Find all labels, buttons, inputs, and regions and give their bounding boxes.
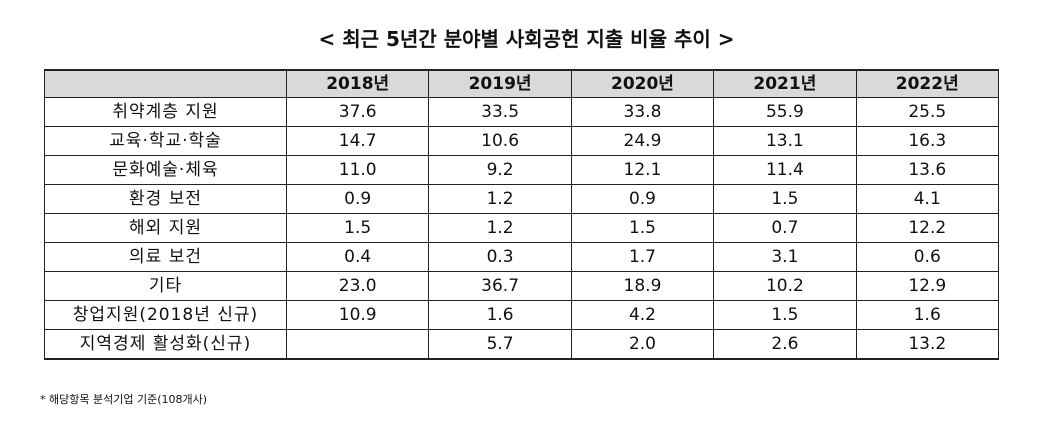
value-cell: 5.7 [428,329,572,360]
value-cell: 14.7 [285,126,430,156]
value-cell: 18.9 [570,271,715,301]
value-cell: 37.6 [285,97,430,127]
value-cell: 11.0 [285,155,430,185]
value-cell: 10.6 [428,126,572,156]
value-cell: 13.1 [713,126,857,156]
value-cell [285,329,430,360]
value-cell: 2.6 [713,329,857,360]
row-label: 문화예술·체육 [44,155,287,185]
row-label: 해외 지원 [44,213,287,243]
corner-cell [44,69,287,98]
row-label: 지역경제 활성화(신규) [44,329,287,360]
table-row: 지역경제 활성화(신규) 5.7 2.0 2.6 13.2 [44,329,999,360]
table-row: 취약계층 지원 37.6 33.5 33.8 55.9 25.5 [44,97,999,127]
value-cell: 1.5 [570,213,715,243]
value-cell: 24.9 [570,126,715,156]
value-cell: 25.5 [855,97,999,127]
table-row: 창업지원(2018년 신규) 10.9 1.6 4.2 1.5 1.6 [44,300,999,330]
value-cell: 1.7 [570,242,715,272]
value-cell: 4.2 [570,300,715,330]
value-cell: 12.1 [570,155,715,185]
value-cell: 0.9 [285,184,430,214]
value-cell: 0.9 [570,184,715,214]
value-cell: 4.1 [855,184,999,214]
footnote: * 해당항목 분석기업 기준(108개사) [40,393,208,406]
year-header: 2021년 [713,69,857,98]
value-cell: 1.6 [855,300,999,330]
value-cell: 9.2 [428,155,572,185]
value-cell: 11.4 [713,155,857,185]
value-cell: 0.6 [855,242,999,272]
table-row: 해외 지원 1.5 1.2 1.5 0.7 12.2 [44,213,999,243]
value-cell: 1.5 [713,184,857,214]
value-cell: 33.8 [570,97,715,127]
year-header: 2022년 [855,69,999,98]
value-cell: 1.2 [428,184,572,214]
row-label: 교육·학교·학술 [44,126,287,156]
value-cell: 0.7 [713,213,857,243]
value-cell: 12.9 [855,271,999,301]
value-cell: 33.5 [428,97,572,127]
table-row: 의료 보건 0.4 0.3 1.7 3.1 0.6 [44,242,999,272]
value-cell: 0.4 [285,242,430,272]
table-row: 기타 23.0 36.7 18.9 10.2 12.9 [44,271,999,301]
year-header: 2020년 [570,69,715,98]
value-cell: 13.2 [855,329,999,360]
row-label: 창업지원(2018년 신규) [44,300,287,330]
page-title: < 최근 5년간 분야별 사회공헌 지출 비율 추이 > [318,27,735,51]
value-cell: 0.3 [428,242,572,272]
row-label: 의료 보건 [44,242,287,272]
value-cell: 23.0 [285,271,430,301]
value-cell: 16.3 [855,126,999,156]
spending-ratio-table: 2018년 2019년 2020년 2021년 2022년 취약계층 지원 37… [44,69,999,360]
value-cell: 1.2 [428,213,572,243]
row-label: 환경 보전 [44,184,287,214]
year-header: 2019년 [428,69,572,98]
value-cell: 1.5 [713,300,857,330]
value-cell: 10.9 [285,300,430,330]
row-label: 기타 [44,271,287,301]
value-cell: 55.9 [713,97,857,127]
value-cell: 1.5 [285,213,430,243]
table-row: 환경 보전 0.9 1.2 0.9 1.5 4.1 [44,184,999,214]
value-cell: 36.7 [428,271,572,301]
value-cell: 10.2 [713,271,857,301]
value-cell: 3.1 [713,242,857,272]
value-cell: 1.6 [428,300,572,330]
value-cell: 12.2 [855,213,999,243]
table-row: 교육·학교·학술 14.7 10.6 24.9 13.1 16.3 [44,126,999,156]
header-row: 2018년 2019년 2020년 2021년 2022년 [44,69,999,98]
table-row: 문화예술·체육 11.0 9.2 12.1 11.4 13.6 [44,155,999,185]
value-cell: 2.0 [570,329,715,360]
value-cell: 13.6 [855,155,999,185]
row-label: 취약계층 지원 [44,97,287,127]
year-header: 2018년 [285,69,430,98]
